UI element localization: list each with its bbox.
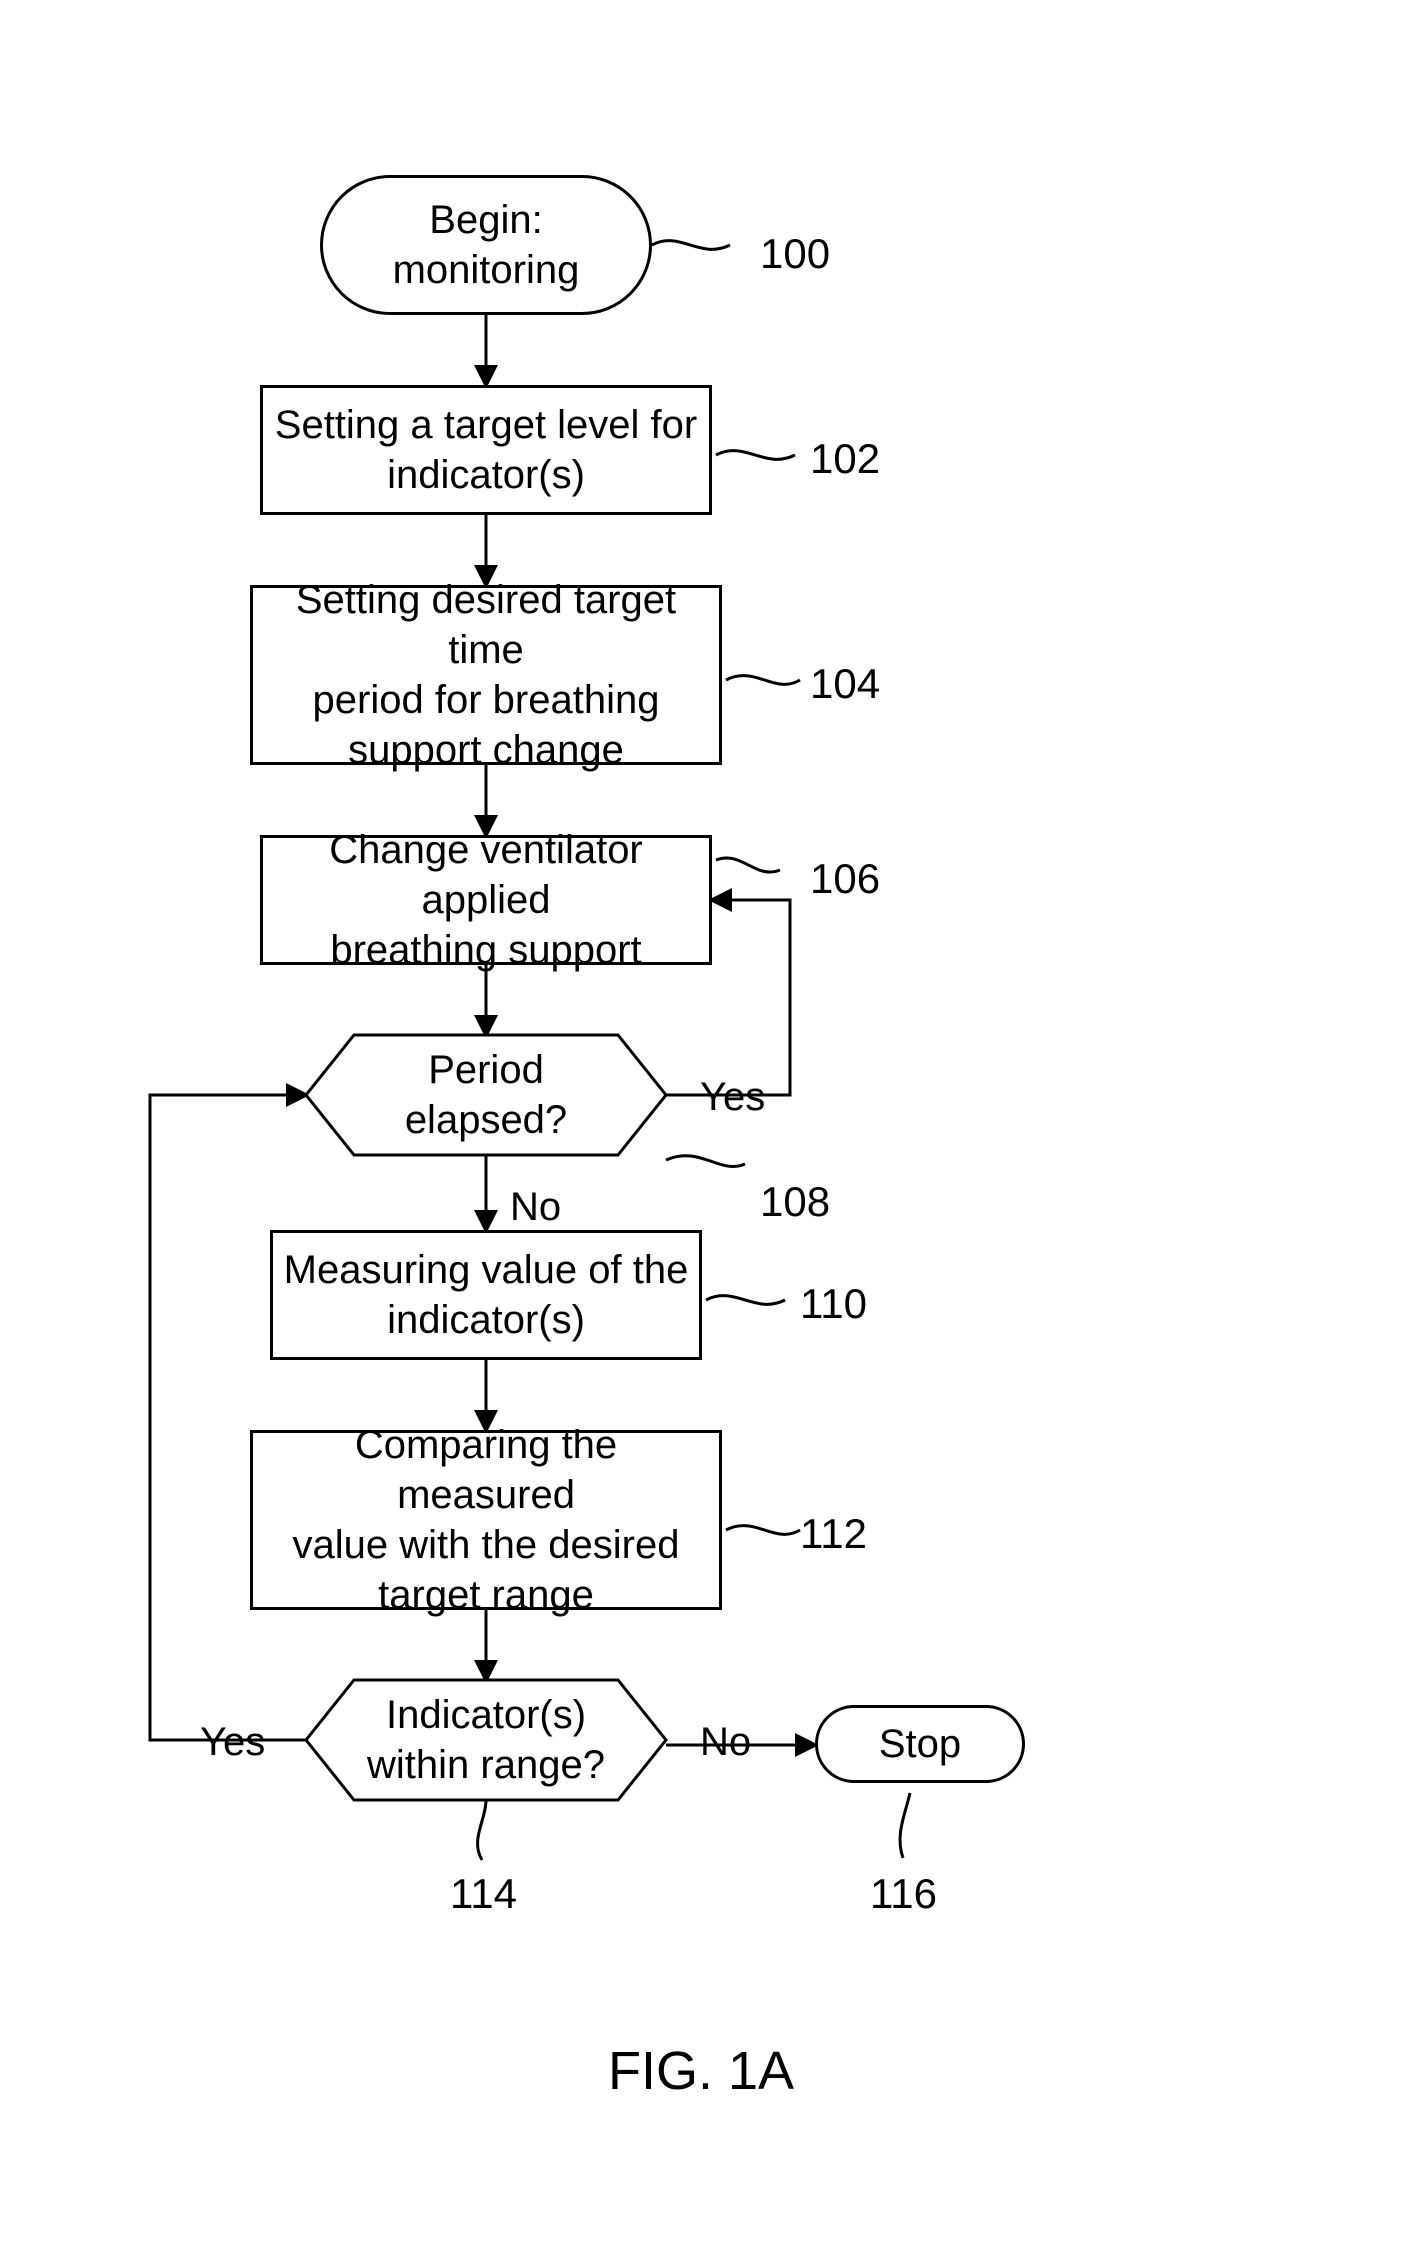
node-n100-label: Begin: monitoring <box>383 195 590 295</box>
node-n102-label: Setting a target level for indicator(s) <box>265 400 707 500</box>
node-n108-label: Period elapsed? <box>306 1035 666 1155</box>
edge-label-yes108: Yes <box>700 1075 765 1120</box>
ref-r112: 112 <box>800 1510 867 1558</box>
edge-squiggle-102 <box>716 451 795 460</box>
edge-squiggle-104 <box>726 676 800 685</box>
edge-squiggle-116 <box>900 1793 910 1858</box>
edge-squiggle-100 <box>652 241 730 250</box>
ref-r114: 114 <box>450 1870 517 1918</box>
ref-r100: 100 <box>760 230 830 278</box>
edge-label-no108: No <box>510 1185 561 1230</box>
node-n104-label: Setting desired target time period for b… <box>253 575 719 775</box>
edge-label-yes114: Yes <box>200 1720 265 1765</box>
node-n104: Setting desired target time period for b… <box>250 585 722 765</box>
edge-squiggle-106 <box>716 858 780 872</box>
flowchart-canvas: Begin: monitoring Setting a target level … <box>0 0 1402 2267</box>
node-n100: Begin: monitoring <box>320 175 652 315</box>
node-n116-label: Stop <box>869 1719 971 1769</box>
figure-caption: FIG. 1A <box>0 2040 1402 2102</box>
node-n116: Stop <box>815 1705 1025 1783</box>
node-n112-label: Comparing the measured value with the de… <box>253 1420 719 1620</box>
ref-r110: 110 <box>800 1280 867 1328</box>
ref-r104: 104 <box>810 660 880 708</box>
edge-squiggle-112 <box>726 1526 800 1535</box>
edge-squiggle-108 <box>666 1156 745 1167</box>
node-n106: Change ventilator applied breathing supp… <box>260 835 712 965</box>
edge-e114-yes-to-108 <box>150 1095 306 1740</box>
ref-r108: 108 <box>760 1178 830 1226</box>
node-n110: Measuring value of the indicator(s) <box>270 1230 702 1360</box>
edges-layer <box>0 0 1402 2267</box>
edge-squiggle-114 <box>478 1800 486 1860</box>
node-n112: Comparing the measured value with the de… <box>250 1430 722 1610</box>
node-n102: Setting a target level for indicator(s) <box>260 385 712 515</box>
ref-r116: 116 <box>870 1870 937 1918</box>
edge-label-no114: No <box>700 1720 751 1765</box>
node-n106-label: Change ventilator applied breathing supp… <box>263 825 709 975</box>
ref-r106: 106 <box>810 855 880 903</box>
node-n110-label: Measuring value of the indicator(s) <box>274 1245 699 1345</box>
edge-squiggle-110 <box>706 1296 785 1305</box>
node-n114-label: Indicator(s) within range? <box>306 1680 666 1800</box>
ref-r102: 102 <box>810 435 880 483</box>
